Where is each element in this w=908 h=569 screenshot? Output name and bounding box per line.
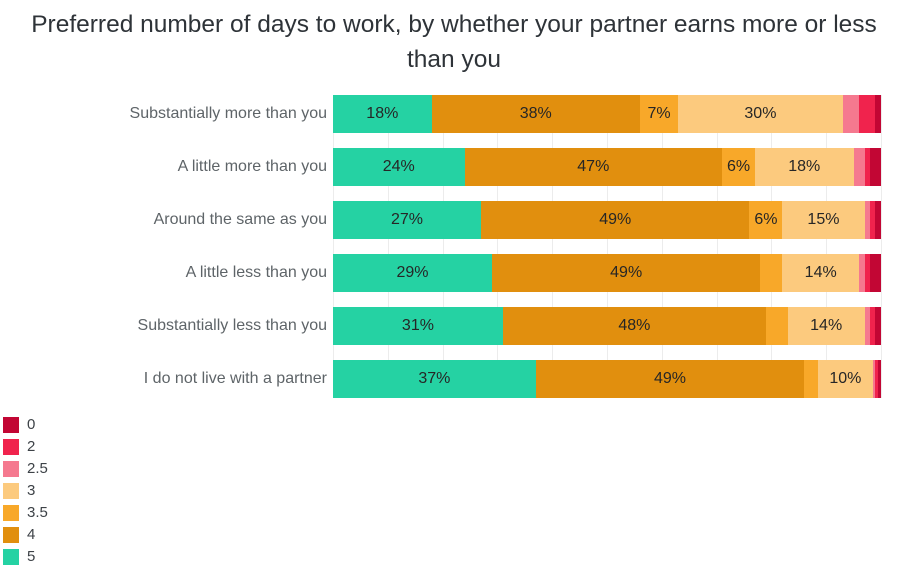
legend-item-2.5: 2.5 (3, 460, 48, 477)
bar-segment-2 (864, 254, 870, 292)
bar-row: 31% 48% 14% (333, 307, 881, 345)
legend-item-3: 3 (3, 482, 48, 499)
bar-segment-3.5: 6% (749, 201, 783, 239)
legend-label: 3 (27, 482, 36, 499)
bar-segment-5: 24% (333, 148, 465, 186)
category-label: Substantially more than you (129, 105, 327, 122)
bar-segment-2.5 (853, 148, 865, 186)
category-label: A little less than you (185, 264, 327, 281)
chart-title-text: Preferred number of days to work, by whe… (31, 11, 877, 73)
legend: 0 2 2.5 3 3.5 4 5 (3, 416, 48, 565)
bar-segment-5: 37% (333, 360, 536, 398)
legend-label: 3.5 (27, 504, 48, 521)
bar-segment-3: 15% (782, 201, 865, 239)
legend-swatch-icon (3, 438, 19, 455)
chart-title: Preferred number of days to work, by whe… (0, 7, 908, 77)
gridline (442, 95, 444, 398)
legend-swatch-icon (3, 482, 19, 499)
bar-segment-4: 47% (464, 148, 723, 186)
bar-segment-0 (869, 254, 881, 292)
bar-segment-2.5 (842, 95, 860, 133)
bar-segment-2 (859, 95, 876, 133)
bar-segment-0 (875, 95, 881, 133)
legend-swatch-icon (3, 416, 19, 433)
category-label: A little more than you (177, 158, 327, 175)
legend-item-3.5: 3.5 (3, 504, 48, 521)
bar-row: 18% 38% 7% 30% (333, 95, 881, 133)
bar-segment-4: 49% (480, 201, 750, 239)
gridline (387, 95, 389, 398)
bar-segment-3: 14% (782, 254, 860, 292)
gridline (716, 95, 718, 398)
bar-segment-4: 49% (535, 360, 805, 398)
legend-item-0: 0 (3, 416, 48, 433)
legend-label: 2 (27, 438, 36, 455)
bar-segment-2 (864, 148, 870, 186)
bar-segment-2 (870, 201, 876, 239)
plot-area: 18% 38% 7% 30% 24% 47% 6% 18% 27% 49% 6% 15% 29% 49% 1… (333, 95, 882, 398)
bar-segment-4: 49% (491, 254, 761, 292)
bar-segment-3.5: 6% (722, 148, 755, 186)
bar-segment-0 (878, 360, 881, 398)
legend-item-4: 4 (3, 526, 48, 543)
gridline (607, 95, 608, 398)
bar-segment-3: 30% (678, 95, 843, 133)
bar-segment-3.5: 7% (639, 95, 679, 133)
bar-segment-0 (875, 307, 881, 345)
bar-segment-3.5 (765, 307, 788, 345)
gridline (552, 95, 554, 398)
bar-segment-0 (875, 201, 881, 239)
legend-item-2: 2 (3, 438, 48, 455)
gridline (771, 95, 773, 398)
legend-label: 2.5 (27, 460, 48, 477)
legend-swatch-icon (3, 504, 19, 521)
bar-segment-3.5 (760, 254, 783, 292)
bar-row: 27% 49% 6% 15% (333, 201, 881, 239)
legend-swatch-icon (3, 526, 19, 543)
gridline (497, 95, 499, 398)
legend-item-5: 5 (3, 548, 48, 565)
bar-segment-5: 29% (333, 254, 492, 292)
bar-row: 29% 49% 14% (333, 254, 881, 292)
bar-segment-5: 27% (333, 201, 481, 239)
bar-segment-5: 31% (333, 307, 503, 345)
bar-segment-2.5 (859, 254, 865, 292)
bar-segment-4: 48% (502, 307, 766, 345)
bar-segment-3: 18% (754, 148, 854, 186)
bar-segment-4: 38% (431, 95, 640, 133)
legend-label: 0 (27, 416, 36, 433)
bar-segment-2 (870, 307, 876, 345)
bar-segment-3: 10% (817, 360, 873, 398)
bar-segment-2.5 (864, 307, 870, 345)
bar-segment-2 (875, 360, 879, 398)
legend-swatch-icon (3, 548, 19, 565)
bar-segment-5: 18% (333, 95, 432, 133)
bar-row: 37% 49% 10% (333, 360, 881, 398)
bar-segment-3.5 (804, 360, 818, 398)
legend-label: 5 (27, 548, 36, 565)
category-label: Substantially less than you (137, 317, 327, 334)
category-label: I do not live with a partner (143, 370, 327, 387)
legend-label: 4 (27, 526, 36, 543)
category-label: Around the same as you (153, 211, 327, 228)
bar-segment-3: 14% (787, 307, 865, 345)
bar-row: 24% 47% 6% 18% (333, 148, 881, 186)
gridline (333, 95, 334, 398)
gridline (826, 95, 828, 398)
gridline (881, 95, 882, 398)
bar-segment-2.5 (872, 360, 876, 398)
bar-segment-0 (869, 148, 881, 186)
gridline (661, 95, 663, 398)
bar-segment-2.5 (864, 201, 870, 239)
legend-swatch-icon (3, 460, 19, 477)
